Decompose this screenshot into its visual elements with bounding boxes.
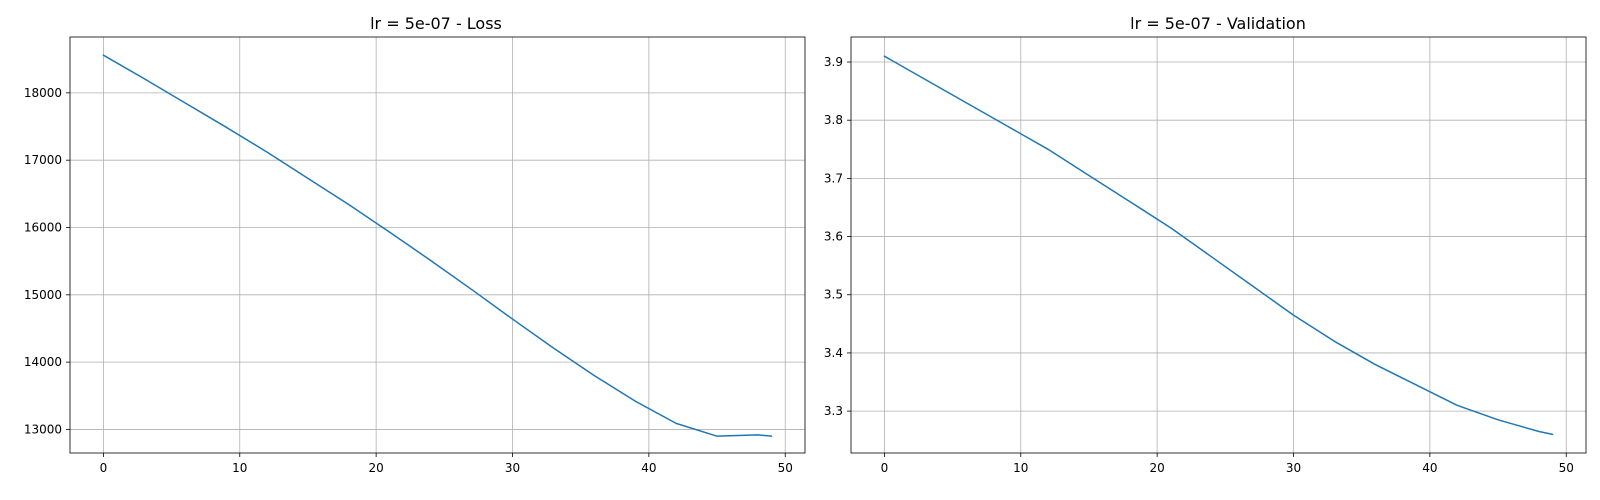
chart-loss-title: lr = 5e-07 - Loss xyxy=(370,14,502,33)
x-tick-label: 20 xyxy=(1149,461,1164,475)
chart-validation-x-axis: 0 10 20 30 40 50 xyxy=(881,453,1574,475)
x-tick-label: 20 xyxy=(368,461,383,475)
chart-validation-axes-frame xyxy=(850,36,1587,454)
x-tick-label: 10 xyxy=(1013,461,1028,475)
y-tick-label: 3.3 xyxy=(824,404,843,418)
y-tick-label: 3.8 xyxy=(824,113,843,127)
y-tick-label: 14000 xyxy=(24,355,62,369)
y-tick-label: 3.9 xyxy=(824,55,843,69)
y-tick-label: 18000 xyxy=(24,86,62,100)
y-tick-label: 3.7 xyxy=(824,171,843,185)
chart-validation-y-axis: 3.3 3.4 3.5 3.6 3.7 3.8 3.9 xyxy=(824,55,851,418)
chart-validation-series-line xyxy=(883,55,1554,436)
y-tick-label: 15000 xyxy=(24,288,62,302)
x-tick-label: 40 xyxy=(641,461,656,475)
chart-loss: lr = 5e-07 - Loss 0 10 20 30 40 5013000140001… xyxy=(24,14,806,475)
chart-loss-axes-frame xyxy=(69,36,806,454)
y-tick-label: 13000 xyxy=(24,422,62,436)
chart-loss-series-line xyxy=(102,54,773,437)
y-tick-label: 3.6 xyxy=(824,230,843,244)
x-tick-label: 30 xyxy=(505,461,520,475)
y-tick-label: 3.4 xyxy=(824,346,843,360)
x-tick-label: 50 xyxy=(1559,461,1574,475)
x-tick-label: 50 xyxy=(778,461,793,475)
x-tick-label: 30 xyxy=(1286,461,1301,475)
y-tick-label: 3.5 xyxy=(824,288,843,302)
x-tick-label: 0 xyxy=(881,461,889,475)
x-tick-label: 0 xyxy=(100,461,108,475)
x-tick-label: 10 xyxy=(232,461,247,475)
chart-validation-grid xyxy=(851,37,1586,453)
chart-loss-x-axis: 0 10 20 30 40 50 xyxy=(100,453,793,475)
y-tick-label: 17000 xyxy=(24,153,62,167)
chart-loss-grid xyxy=(70,37,805,453)
x-tick-label: 40 xyxy=(1422,461,1437,475)
chart-validation: lr = 5e-07 - Validation 0 10 20 30 40 503.33.… xyxy=(824,14,1587,475)
y-tick-label: 16000 xyxy=(24,220,62,234)
chart-loss-y-axis: 13000 14000 15000 16000 17000 18000 xyxy=(24,86,70,436)
chart-validation-title: lr = 5e-07 - Validation xyxy=(1130,14,1306,33)
